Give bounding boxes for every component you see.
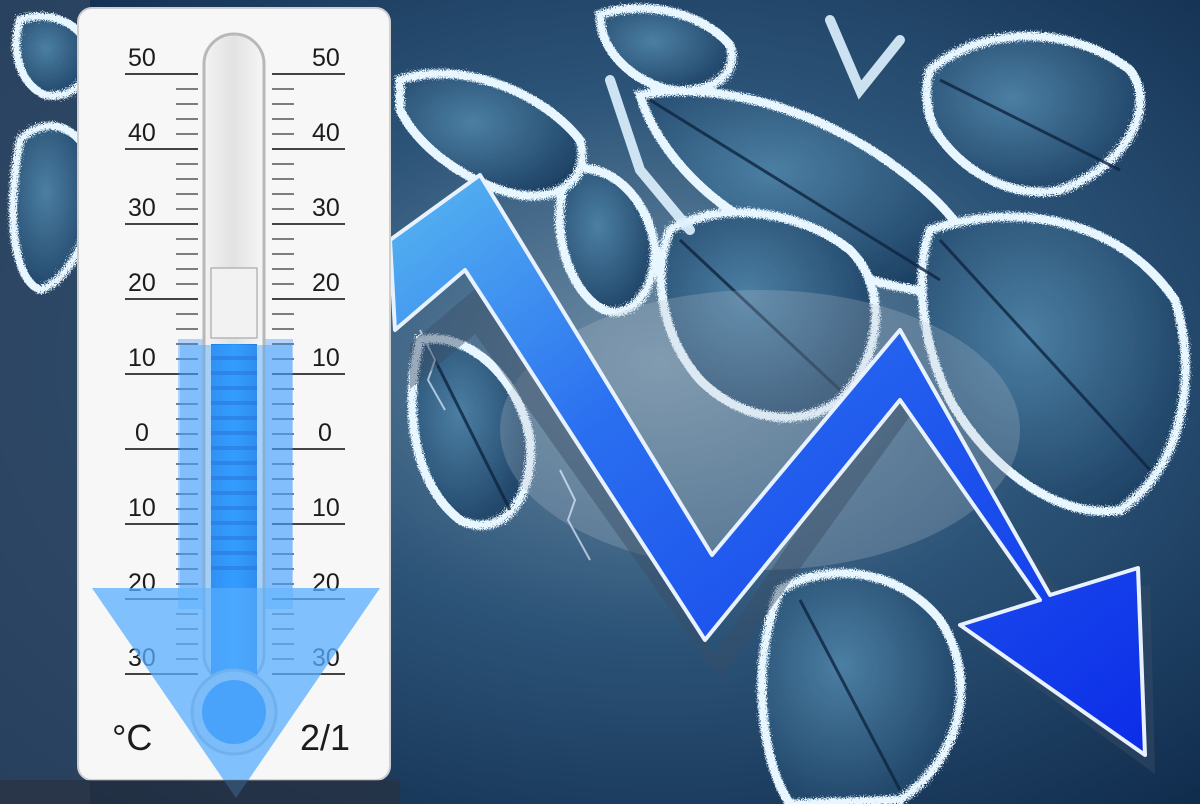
mercury-band	[211, 491, 257, 495]
mercury-band	[211, 551, 257, 555]
frost-leaf	[555, 164, 660, 317]
mercury-band	[211, 401, 257, 405]
mercury-bands	[211, 356, 257, 570]
left-label-20: 20	[128, 269, 156, 297]
left-label-30: 30	[128, 194, 156, 222]
right-label-minus-10: 10	[312, 494, 340, 522]
right-label-20: 20	[312, 269, 340, 297]
date-label: 2/1	[300, 717, 350, 758]
right-label-40: 40	[312, 119, 340, 147]
unit-label: °C	[112, 717, 152, 758]
left-label-0: 0	[135, 419, 149, 447]
mercury-band	[211, 371, 257, 375]
mercury-band	[211, 506, 257, 510]
mercury-band	[211, 566, 257, 570]
mercury-band	[211, 431, 257, 435]
left-scale-labels: 50 40 30 20 10 0 10 20 30	[128, 44, 156, 672]
bottom-strip	[0, 780, 400, 804]
left-label-50: 50	[128, 44, 156, 72]
down-arrow-head	[92, 588, 380, 798]
lightning-bolt	[559, 469, 591, 561]
right-label-50: 50	[312, 44, 340, 72]
frost-leaf	[395, 69, 587, 201]
mercury-band	[211, 461, 257, 465]
right-scale-labels: 50 40 30 20 10 0 10 20 30	[312, 44, 340, 672]
right-label-10: 10	[312, 344, 340, 372]
mercury-band	[211, 476, 257, 480]
right-label-0: 0	[318, 419, 332, 447]
tube-window	[210, 267, 258, 339]
lightning-bolt	[419, 329, 446, 411]
left-label-40: 40	[128, 119, 156, 147]
frost-leaf	[9, 121, 100, 295]
trend-down-arrow-icon	[388, 173, 1155, 774]
right-label-30: 30	[312, 194, 340, 222]
left-label-minus-10: 10	[128, 494, 156, 522]
mercury-band	[211, 356, 257, 360]
mercury-band	[211, 386, 257, 390]
frost-leaf	[595, 3, 737, 96]
left-label-10: 10	[128, 344, 156, 372]
mercury-band	[211, 536, 257, 540]
left-dark-strip	[0, 0, 90, 804]
mercury-band	[211, 521, 257, 525]
thermometer-icon: 50 40 30 20 10 0 10 20 30 50 40 30 20 10…	[77, 7, 391, 798]
mercury-band	[211, 416, 257, 420]
frost-leaf	[757, 568, 966, 804]
mercury-band	[211, 446, 257, 450]
